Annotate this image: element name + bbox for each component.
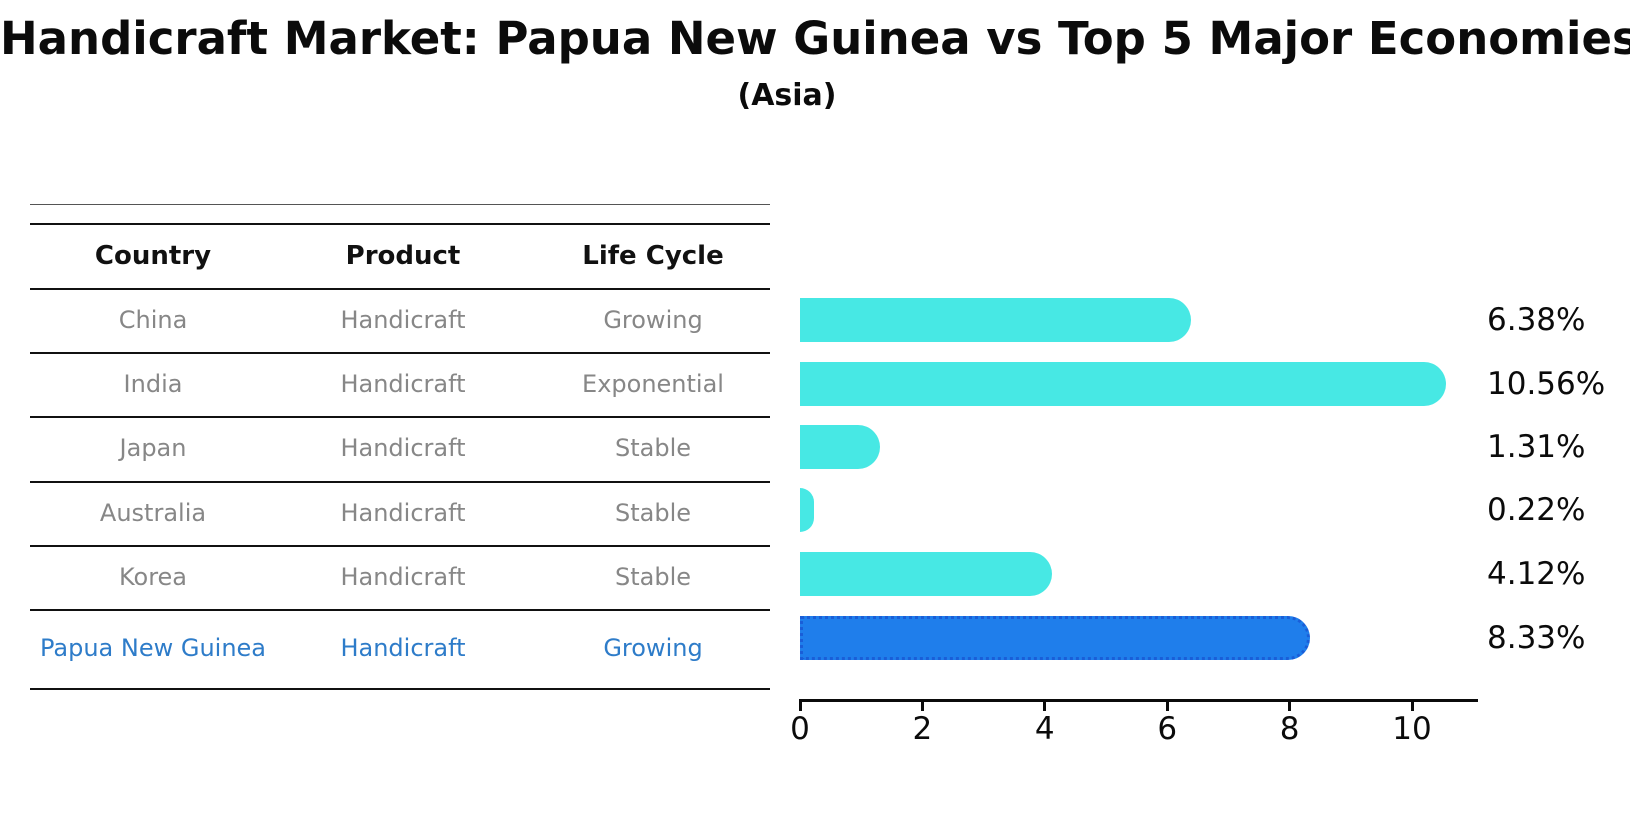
x-tick-label: 8 [1279,711,1300,747]
x-tick-label: 0 [790,711,810,747]
x-tick-label: 6 [1157,711,1178,747]
table-top-thin-rule [30,204,770,205]
value-label: 6.38% [1487,302,1586,338]
cell-product: Handicraft [340,370,466,398]
cell-product: Handicraft [340,306,466,334]
cell-country: India [123,370,183,398]
cell-product: Handicraft [340,499,466,527]
x-tick-mark [1043,699,1047,711]
value-label: 1.31% [1487,429,1586,465]
table-rule [30,352,770,354]
cell-product: Handicraft [340,634,466,662]
x-tick-mark [798,699,802,711]
table-rule [30,481,770,483]
table-rule [30,688,770,690]
cell-product: Handicraft [340,563,466,591]
table-rule [30,416,770,418]
cell-lifecycle: Stable [614,563,692,591]
cell-lifecycle: Growing [603,634,703,662]
cell-country: Japan [119,434,187,462]
chart-subtitle: (Asia) [737,78,837,113]
cell-country: Korea [118,563,188,591]
value-label: 8.33% [1487,620,1586,656]
bar [800,298,1191,342]
cell-country: Papua New Guinea [39,634,267,662]
x-tick-label: 4 [1034,711,1055,747]
table-header-lifecycle: Life Cycle [582,241,724,271]
x-tick-label: 10 [1392,711,1432,747]
cell-country: Australia [99,499,207,527]
value-label: 0.22% [1487,492,1586,528]
table-rule [30,288,770,290]
table-rule [30,545,770,547]
cell-product: Handicraft [340,434,466,462]
x-tick-label: 2 [912,711,933,747]
cell-lifecycle: Growing [603,306,703,334]
cell-lifecycle: Exponential [582,370,724,398]
bar [800,362,1447,406]
bar-highlight [800,616,1310,660]
value-label: 10.56% [1487,366,1606,402]
x-tick-mark [1165,699,1169,711]
bar [800,552,1053,596]
x-tick-mark [920,699,924,711]
x-tick-mark [1410,699,1414,711]
table-rule [30,609,770,611]
cell-country: China [118,306,188,334]
table-header-country: Country [94,241,212,271]
chart-title: Handicraft Market: Papua New Guinea vs T… [0,12,1630,65]
table-header-product: Product [345,241,461,271]
value-label: 4.12% [1487,556,1586,592]
x-axis [800,699,1478,702]
x-tick-mark [1288,699,1292,711]
bar [800,425,881,469]
cell-lifecycle: Stable [614,434,692,462]
cell-lifecycle: Stable [614,499,692,527]
bar [800,488,814,532]
table-rule [30,223,770,225]
